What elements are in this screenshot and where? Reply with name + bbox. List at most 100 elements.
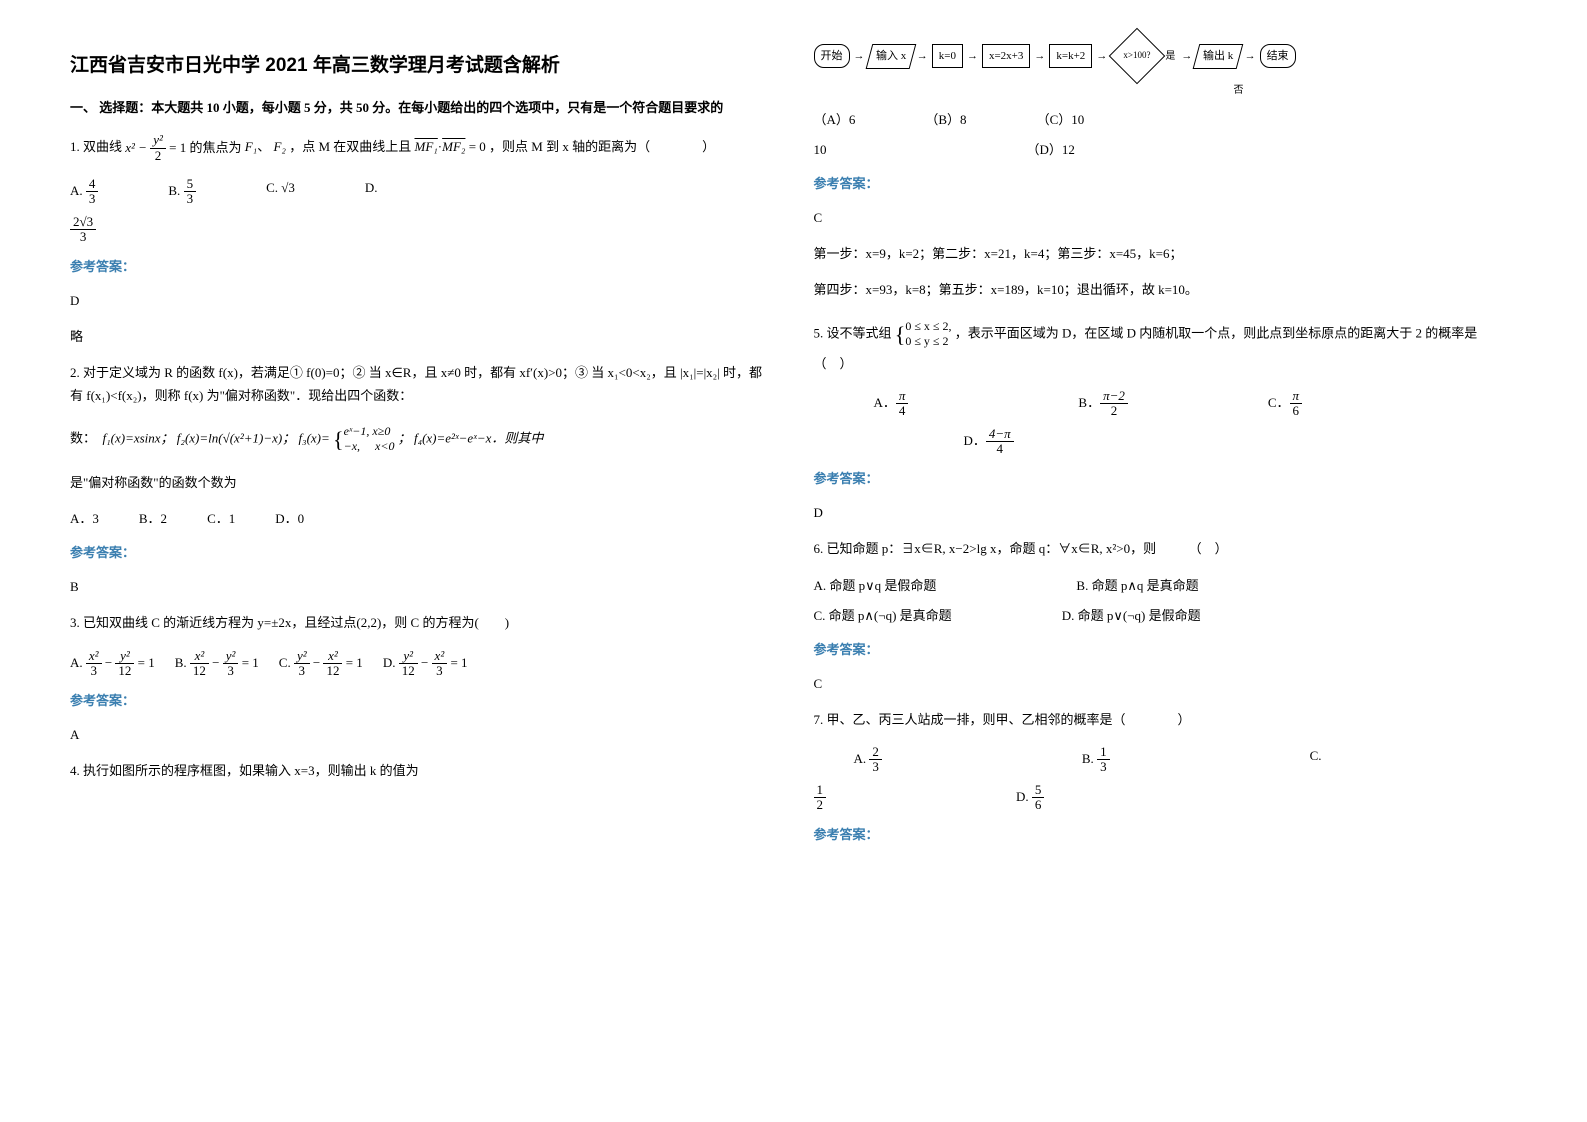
q2-optD: D．0 — [275, 508, 304, 530]
flow-step1: x=2x+3 — [982, 44, 1030, 69]
flow-start: 开始 — [814, 44, 850, 69]
q6-optB: B. 命题 p∧q 是真命题 — [1076, 575, 1198, 597]
q3-optB: B. x²12 − y²3 = 1 — [175, 649, 259, 679]
q3-optC: C. y²3 − x²12 = 1 — [279, 649, 363, 679]
q4-opts: （A）6 （B）8 （C）10 — [814, 109, 1518, 131]
q1-mf2: MF₂ — [442, 139, 465, 154]
q7-optC-label: C. — [1310, 745, 1322, 775]
q7-optD: D. 56 — [1016, 783, 1044, 813]
q6-opts1: A. 命题 p∨q 是假命题 B. 命题 p∧q 是真命题 — [814, 575, 1518, 597]
q5-brace: { 0 ≤ x ≤ 2, 0 ≤ y ≤ 2 — [895, 316, 952, 353]
q6-ref: 参考答案： — [814, 639, 1518, 661]
q5-optB: B．π−22 — [1078, 389, 1127, 419]
q2-f3-piecewise: { eˣ−1, x≥0 −x, x<0 — [333, 421, 394, 458]
q1-opts: A. 43 B. 53 C. √3 D. — [70, 177, 774, 207]
q3-opts: A. x²3 − y²12 = 1 B. x²12 − y²3 = 1 C. y… — [70, 649, 774, 679]
q4-text: 4. 执行如图所示的程序框图，如果输入 x=3，则输出 k 的值为 — [70, 760, 774, 782]
q6-opts2: C. 命题 p∧(¬q) 是真命题 D. 命题 p∨(¬q) 是假命题 — [814, 605, 1518, 627]
arrow-icon: → — [967, 47, 978, 66]
q1-f2: F₂ — [273, 139, 285, 154]
q2-fns: 数： f₁(x)=xsinx； f₂(x)=ln(√(x²+1)−x)； f₃(… — [70, 421, 774, 458]
q4-optC: （C）10 — [1037, 109, 1085, 131]
q1-note: 略 — [70, 326, 774, 348]
q1-text-a: 1. 双曲线 — [70, 139, 125, 154]
q3-ref: 参考答案： — [70, 690, 774, 712]
q7-text: 7. 甲、乙、丙三人站成一排，则甲、乙相邻的概率是（ ） — [814, 709, 1518, 731]
q4-flowchart: 开始 → 输入 x → k=0 → x=2x+3 → k=k+2 → x>100… — [814, 36, 1518, 76]
q5-opts: A．π4 B．π−22 C．π6 — [874, 389, 1518, 419]
q1-optD: D. — [365, 177, 378, 207]
q1-ref: 参考答案： — [70, 256, 774, 278]
q3-text: 3. 已知双曲线 C 的渐近线方程为 y=±2x，且经过点(2,2)，则 C 的… — [70, 612, 774, 634]
q7-opts1: A. 23 B. 13 C. — [854, 745, 1518, 775]
flow-no: 否 — [1234, 82, 1518, 99]
q5-ref: 参考答案： — [814, 468, 1518, 490]
q3-ans: A — [70, 724, 774, 746]
q4-ans: C — [814, 207, 1518, 229]
left-column: 江西省吉安市日光中学 2021 年高三数学理月考试题含解析 一、 选择题：本大题… — [50, 30, 794, 858]
q3-optD: D. y²12 − x²3 = 1 — [383, 649, 468, 679]
arrow-icon: → — [1245, 47, 1256, 66]
q1-text-c: ，则点 M 到 x 轴的距离为（ ） — [489, 139, 715, 154]
q4-ref: 参考答案： — [814, 173, 1518, 195]
q7-optC: 12 — [814, 783, 827, 813]
q1-ans: D — [70, 290, 774, 312]
q7-opts2: 12 D. 56 — [814, 783, 1518, 813]
q2-ref: 参考答案： — [70, 542, 774, 564]
q5-optC: C．π6 — [1268, 389, 1302, 419]
q2-tail: 是"偏对称函数"的函数个数为 — [70, 472, 774, 494]
q1-optA: A. 43 — [70, 177, 98, 207]
flow-step2: k=k+2 — [1049, 44, 1092, 69]
q7-optA: A. 23 — [854, 745, 882, 775]
q4-opts2: 10 （D）12 — [814, 139, 1518, 161]
flow-cond: x>100? — [1109, 28, 1166, 85]
flow-k0: k=0 — [932, 44, 963, 69]
q7-optB: B. 13 — [1082, 745, 1110, 775]
q2-text: 2. 对于定义域为 R 的函数 f(x)，若满足① f(0)=0；② 当 x∈R… — [70, 362, 774, 406]
q1-eq-left: x² − — [125, 140, 150, 155]
q1-frac: y² 2 — [150, 133, 166, 163]
q2-optB: B．2 — [139, 508, 167, 530]
arrow-icon: → — [854, 47, 865, 66]
q4-expl1: 第一步：x=9，k=2；第二步：x=21，k=4；第三步：x=45，k=6； — [814, 243, 1518, 265]
q4-expl2: 第四步：x=93，k=8；第五步：x=189，k=10；退出循环，故 k=10。 — [814, 279, 1518, 301]
q2-ans: B — [70, 576, 774, 598]
q1-f1: F₁ — [245, 139, 257, 154]
arrow-icon: → — [1034, 47, 1045, 66]
q6-ans: C — [814, 673, 1518, 695]
q5-opts2: D．4−π4 — [964, 427, 1518, 457]
q4-optA: （A）6 — [814, 109, 856, 131]
q2-optC: C．1 — [207, 508, 235, 530]
q1-optD-val: 2√33 — [70, 215, 774, 245]
q6-optA: A. 命题 p∨q 是假命题 — [814, 575, 937, 597]
q2-opts: A．3 B．2 C．1 D．0 — [70, 508, 774, 530]
q1-text-b: ，点 M 在双曲线上且 — [289, 139, 414, 154]
q6-text: 6. 已知命题 p：∃x∈R, x−2>lg x，命题 q：∀x∈R, x²>0… — [814, 538, 1518, 560]
q4-optB: （B）8 — [925, 109, 966, 131]
q1-frac-d: 2 — [150, 149, 166, 163]
q1: 1. 双曲线 x² − y² 2 = 1 的焦点为 F₁、 F₂ ，点 M 在双… — [70, 133, 774, 163]
q5-ans: D — [814, 502, 1518, 524]
arrow-icon: → — [1181, 47, 1192, 66]
q6-optD: D. 命题 p∨(¬q) 是假命题 — [1062, 605, 1201, 627]
q7-ref: 参考答案： — [814, 824, 1518, 846]
page-title: 江西省吉安市日光中学 2021 年高三数学理月考试题含解析 — [70, 50, 774, 82]
q1-optC: C. √3 — [266, 177, 295, 207]
flow-input: 输入 x — [865, 44, 916, 69]
q4-optD: （D）12 — [1027, 139, 1075, 161]
section1-head: 一、 选择题：本大题共 10 小题，每小题 5 分，共 50 分。在每小题给出的… — [70, 97, 774, 119]
q2-optA: A．3 — [70, 508, 99, 530]
q5-optD: D．4−π4 — [964, 427, 1014, 457]
q6-optC: C. 命题 p∧(¬q) 是真命题 — [814, 605, 952, 627]
q1-optB: B. 53 — [168, 177, 196, 207]
flow-yes: 是 — [1165, 48, 1175, 65]
q3-optA: A. x²3 − y²12 = 1 — [70, 649, 155, 679]
flow-end: 结束 — [1260, 44, 1296, 69]
arrow-icon: → — [917, 47, 928, 66]
q1-eq-right: = 1 的焦点为 — [169, 140, 245, 155]
q1-frac-n: y² — [150, 133, 166, 148]
right-column: 开始 → 输入 x → k=0 → x=2x+3 → k=k+2 → x>100… — [794, 30, 1538, 858]
flow-out: 输出 k — [1193, 44, 1244, 69]
q1-mf1: MF₁ — [415, 139, 438, 154]
q5-optA: A．π4 — [874, 389, 909, 419]
